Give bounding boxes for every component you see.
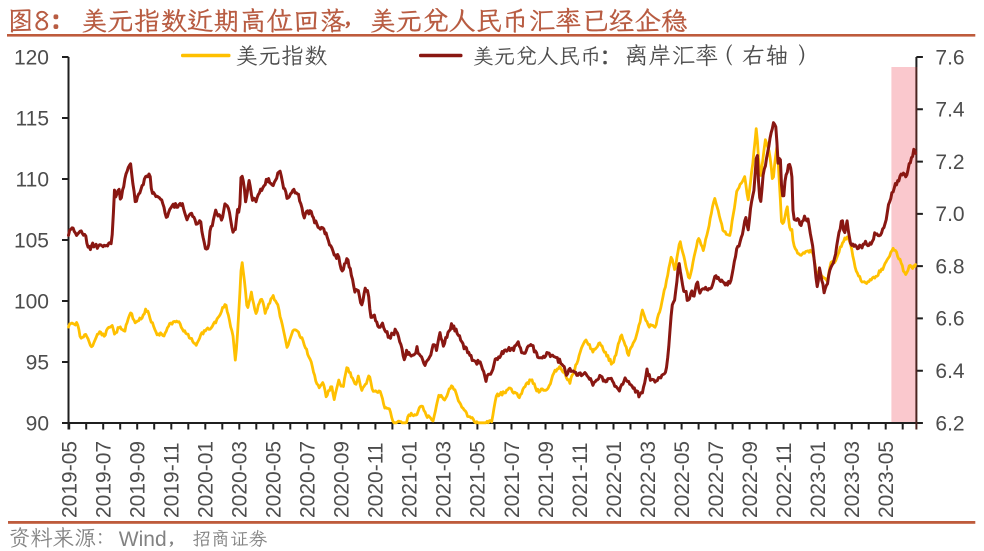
svg-text:2022-05: 2022-05	[671, 441, 694, 518]
svg-text:90: 90	[26, 412, 49, 435]
svg-text:2021-07: 2021-07	[501, 441, 524, 518]
svg-text:2022-07: 2022-07	[705, 441, 728, 518]
svg-text:2019-07: 2019-07	[93, 441, 116, 518]
svg-text:95: 95	[26, 351, 49, 374]
svg-text:Wind: Wind	[119, 528, 167, 551]
svg-text:2022-09: 2022-09	[739, 441, 762, 518]
svg-text:2020-01: 2020-01	[195, 441, 218, 518]
svg-text:2019-09: 2019-09	[127, 441, 150, 518]
svg-text:2023-01: 2023-01	[807, 441, 830, 518]
svg-text:2022-11: 2022-11	[773, 442, 796, 518]
svg-text:6.4: 6.4	[935, 360, 965, 383]
svg-text:2019-11: 2019-11	[161, 442, 184, 518]
svg-text:7.4: 7.4	[935, 99, 965, 122]
svg-text:2020-07: 2020-07	[297, 441, 320, 518]
svg-text:110: 110	[16, 168, 49, 191]
svg-text:105: 105	[14, 229, 49, 252]
svg-text:6.2: 6.2	[935, 412, 964, 435]
svg-text:2021-09: 2021-09	[535, 441, 558, 518]
svg-text:2020-03: 2020-03	[229, 441, 252, 518]
svg-text:100: 100	[14, 290, 49, 313]
svg-text:6.8: 6.8	[935, 255, 964, 278]
svg-text:2021-05: 2021-05	[467, 441, 490, 518]
svg-text:2019-05: 2019-05	[59, 441, 82, 518]
svg-text:2022-03: 2022-03	[637, 441, 660, 518]
svg-text:2023-03: 2023-03	[841, 441, 864, 518]
svg-text:120: 120	[14, 46, 49, 69]
svg-text:7.6: 7.6	[935, 46, 964, 69]
svg-text:2021-03: 2021-03	[433, 441, 456, 518]
svg-text:2020-09: 2020-09	[331, 441, 354, 518]
svg-text:115: 115	[16, 107, 49, 130]
svg-text:2020-05: 2020-05	[263, 441, 286, 518]
svg-text:2021-01: 2021-01	[399, 441, 422, 518]
svg-text:2023-05: 2023-05	[875, 441, 898, 518]
svg-text:2020-11: 2020-11	[365, 442, 388, 518]
svg-text:2021-11: 2021-11	[569, 442, 592, 518]
svg-text:7.2: 7.2	[935, 151, 964, 174]
svg-text:7.0: 7.0	[935, 203, 964, 226]
svg-text:6.6: 6.6	[935, 308, 964, 331]
svg-text:2022-01: 2022-01	[603, 441, 626, 518]
